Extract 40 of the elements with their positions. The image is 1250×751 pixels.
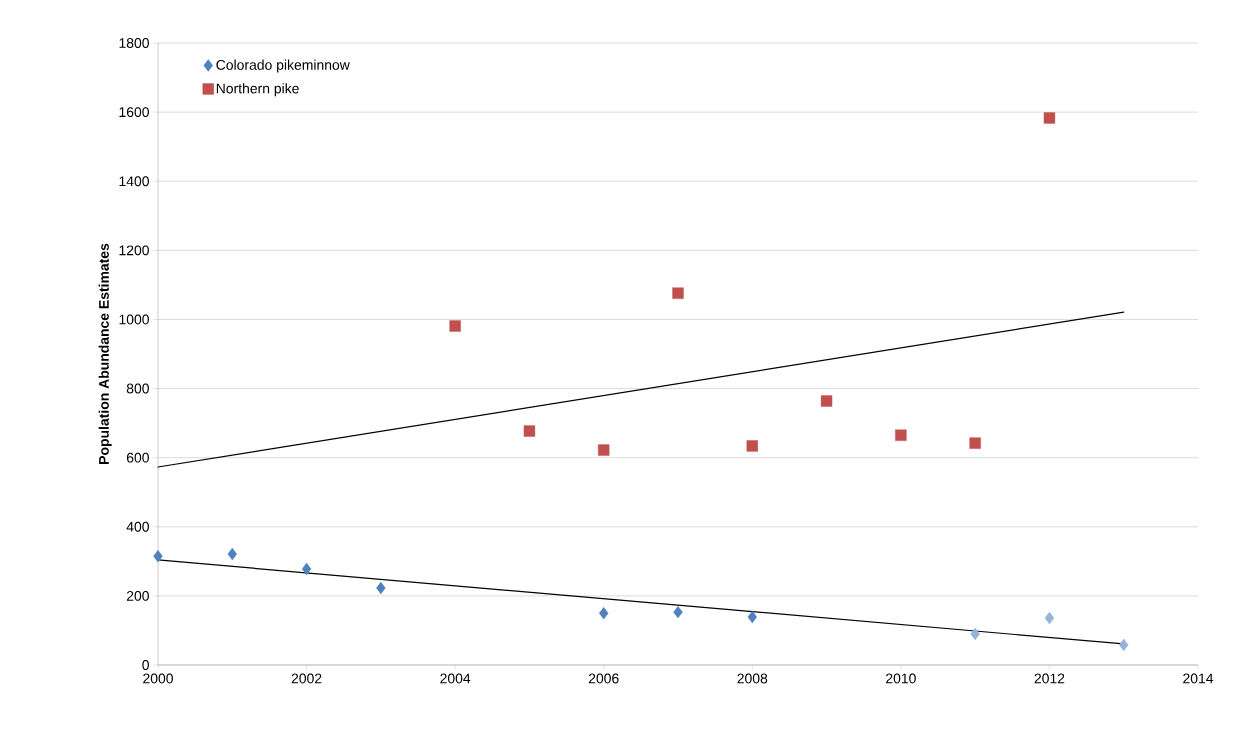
point [523,425,536,437]
point [153,549,163,563]
x-tick-label: 2014 [1183,673,1214,684]
y-tick-label: 0 [142,660,149,670]
y-tick-label: 1400 [119,176,149,187]
point [672,287,684,299]
x-tick-label: 2000 [143,673,173,684]
point [227,547,237,561]
y-tick-label: 400 [126,521,149,532]
point [1119,638,1129,652]
point [1043,112,1056,124]
y-tick-label: 200 [126,590,149,601]
x-tick-label: 2004 [440,673,471,684]
legend-label: Northern pike [216,83,299,97]
y-tick-label: 1800 [119,38,149,48]
point [747,610,757,624]
y-tick-label: 1600 [119,107,149,118]
legend-label: Colorado pikeminnow [216,59,350,73]
point [598,444,610,456]
point [1044,611,1055,625]
x-tick-label: 2008 [737,673,768,684]
point [746,440,758,452]
x-tick-label: 2012 [1034,673,1065,684]
y-tick-label: 1000 [119,314,149,325]
point [599,606,609,620]
x-tick-label: 2002 [291,673,322,684]
y-tick-label: 600 [126,452,149,463]
x-tick-label: 2010 [886,673,916,684]
point [376,581,386,595]
point [449,320,461,332]
point [820,395,833,407]
y-tick-label: 800 [126,383,149,394]
y-axis-title: Population Abundance Estimates [98,243,112,464]
x-tick-label: 2006 [588,673,619,684]
point [895,429,907,441]
point [673,605,683,619]
point [301,562,312,576]
y-tick-label: 1200 [119,245,149,256]
point [970,627,980,641]
point [969,437,981,449]
